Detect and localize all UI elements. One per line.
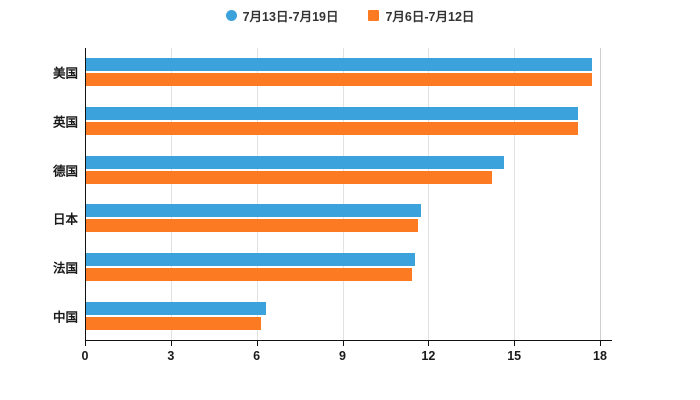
legend: 7月13日-7月19日 7月6日-7月12日 (0, 6, 700, 25)
x-axis-tick (342, 341, 344, 346)
gridline (342, 48, 344, 340)
x-axis-tick (600, 341, 601, 346)
category-label: 中国 (52, 310, 78, 325)
gridline (428, 48, 430, 340)
legend-marker-square-icon (368, 10, 380, 21)
x-tick-label: 6 (253, 349, 261, 363)
x-axis-tick (256, 341, 258, 346)
x-axis-line (85, 340, 612, 341)
gridline (256, 48, 258, 340)
bar-7月13日-7月19日-德国[interactable] (86, 155, 504, 169)
x-axis-tick (514, 341, 516, 346)
bar-7月6日-7月12日-美国[interactable] (86, 73, 593, 87)
x-tick-label: 12 (421, 349, 436, 363)
x-tick-label: 18 (593, 349, 607, 363)
category-label: 英国 (52, 115, 78, 130)
x-tick-label: 3 (167, 349, 175, 363)
x-tick-label: 15 (507, 349, 522, 363)
bar-7月13日-7月19日-日本[interactable] (86, 204, 421, 218)
legend-label-week2: 7月13日-7月19日 (242, 10, 339, 24)
bar-7月6日-7月12日-日本[interactable] (86, 219, 418, 233)
y-axis-line (85, 48, 86, 340)
bar-7月6日-7月12日-英国[interactable] (86, 122, 579, 135)
legend-label-week1: 7月6日-7月12日 (385, 10, 475, 24)
category-label: 德国 (52, 164, 78, 179)
x-axis-tick (85, 341, 86, 346)
legend-item-week2[interactable]: 7月13日-7月19日 (225, 6, 339, 25)
x-tick-label: 0 (81, 349, 89, 363)
gridline (600, 48, 601, 340)
legend-marker-circle-icon (225, 10, 237, 21)
gridline (514, 48, 516, 340)
bar-7月13日-7月19日-英国[interactable] (86, 107, 579, 120)
bar-7月13日-7月19日-中国[interactable] (86, 301, 267, 315)
gridline (170, 48, 172, 340)
x-tick-label: 9 (339, 349, 346, 363)
bar-7月6日-7月12日-法国[interactable] (86, 268, 413, 281)
category-label: 美国 (52, 66, 78, 81)
x-axis-tick (428, 341, 430, 346)
x-axis-tick (170, 341, 172, 346)
category-label: 法国 (52, 261, 78, 276)
bar-7月6日-7月12日-中国[interactable] (86, 316, 261, 330)
bar-7月13日-7月19日-法国[interactable] (86, 253, 416, 266)
bar-7月13日-7月19日-美国[interactable] (86, 58, 593, 72)
legend-item-week1[interactable]: 7月6日-7月12日 (368, 6, 474, 25)
bar-7月6日-7月12日-德国[interactable] (86, 170, 493, 184)
category-label: 日本 (52, 212, 78, 227)
